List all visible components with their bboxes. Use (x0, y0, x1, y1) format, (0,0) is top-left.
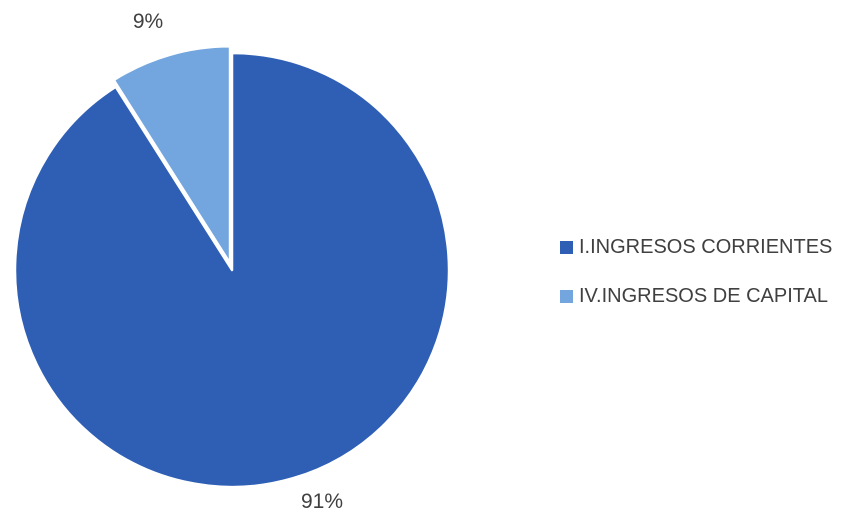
legend-label-ingresos-corrientes: I.INGRESOS CORRIENTES (579, 235, 833, 258)
legend-swatch-ingresos-de-capital (560, 289, 573, 303)
data-label-1: 91% (301, 490, 343, 513)
legend-swatch-ingresos-corrientes (560, 240, 573, 254)
legend: I.INGRESOS CORRIENTES IV.INGRESOS DE CAP… (560, 233, 832, 331)
pie-slice-1 (13, 51, 451, 489)
legend-item-ingresos-corrientes: I.INGRESOS CORRIENTES (560, 233, 832, 261)
legend-item-ingresos-de-capital: IV.INGRESOS DE CAPITAL (560, 282, 832, 310)
legend-label-ingresos-de-capital: IV.INGRESOS DE CAPITAL (579, 284, 828, 307)
data-label-2: 9% (133, 10, 163, 33)
pie-slice-2 (112, 45, 232, 265)
